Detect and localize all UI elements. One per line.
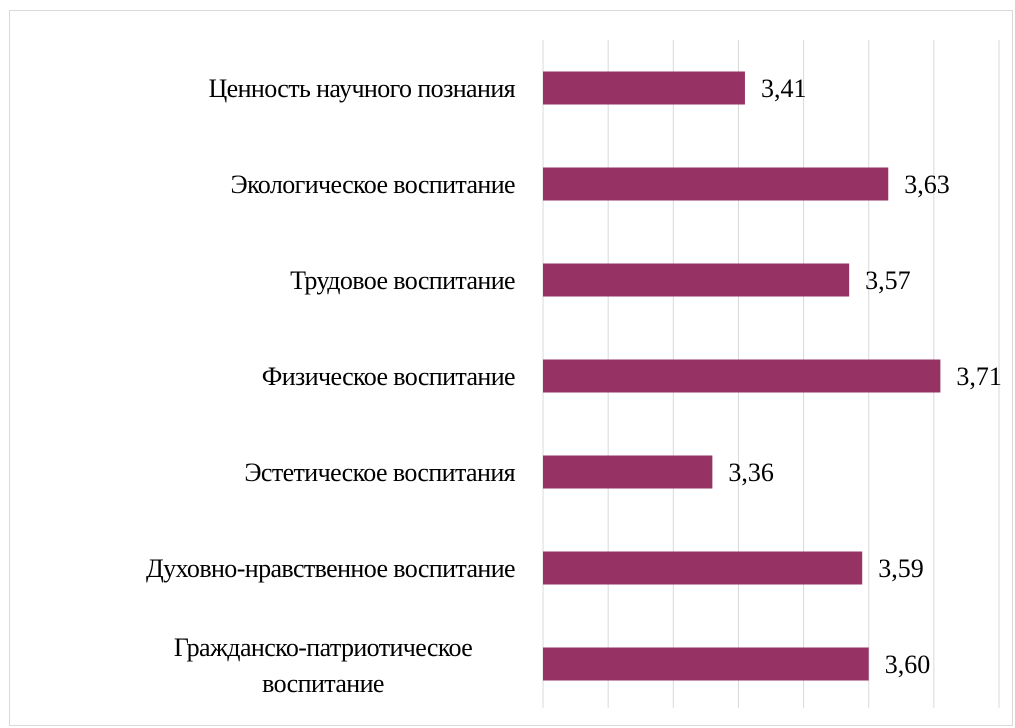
category-label: Эстетическое воспитания	[244, 458, 515, 487]
value-label: 3,41	[761, 74, 807, 103]
value-labels: 3,41 3,63 3,57 3,71 3,36 3,59 3,60	[728, 74, 1002, 679]
bar	[543, 455, 713, 489]
bar	[543, 167, 889, 201]
category-label: Духовно-нравственное воспитание	[146, 554, 515, 583]
category-labels: Ценность научного познания Экологическое …	[146, 74, 516, 698]
value-label: 3,36	[728, 458, 774, 487]
bars	[543, 71, 941, 681]
bar	[543, 71, 745, 105]
bar	[543, 359, 941, 393]
value-label: 3,57	[865, 266, 911, 295]
value-label: 3,60	[885, 650, 931, 679]
category-label: Физическое воспитание	[262, 362, 515, 391]
value-label: 3,59	[878, 554, 924, 583]
category-label: Ценность научного познания	[208, 74, 515, 103]
value-label: 3,63	[904, 170, 950, 199]
category-label: Гражданско-патриотическое воспитание	[174, 633, 472, 698]
category-label: Экологическое воспитание	[231, 170, 516, 199]
bar	[543, 263, 850, 297]
bar	[543, 647, 869, 681]
value-label: 3,71	[956, 362, 1002, 391]
category-label: Трудовое воспитание	[290, 266, 515, 295]
bar	[543, 551, 863, 585]
